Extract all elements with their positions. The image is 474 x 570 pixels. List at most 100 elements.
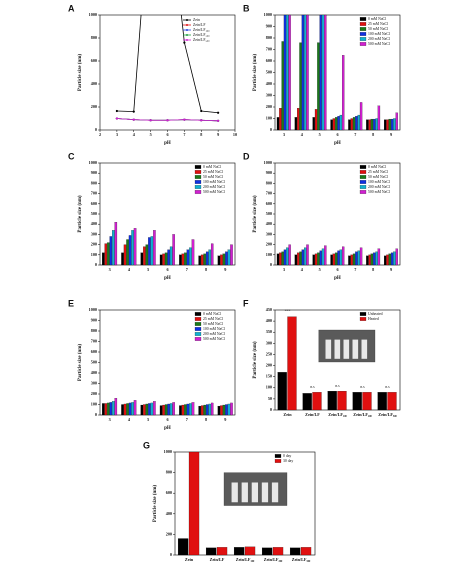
- bar: [191, 239, 195, 266]
- y-tick-label: 600: [266, 58, 272, 63]
- legend-label: 25 mM NaCl: [203, 317, 223, 321]
- bar: [288, 244, 291, 266]
- bar: [181, 253, 185, 266]
- bar: [150, 402, 154, 416]
- legend-swatch: [194, 170, 202, 174]
- panel-letter: B: [243, 3, 250, 13]
- legend-label: 50 mM NaCl: [368, 27, 388, 31]
- bar: [220, 254, 223, 266]
- x-tick-label: Zein/LF₁₀₀: [328, 412, 347, 417]
- bar: [337, 116, 340, 131]
- point: [166, 119, 169, 122]
- bar: [203, 404, 206, 416]
- x-tick-label: 6: [336, 267, 338, 272]
- legend-swatch: [359, 190, 367, 194]
- y-tick-label: 50: [268, 396, 272, 401]
- y-tick-label: 700: [266, 191, 272, 196]
- y-tick-label: 900: [266, 170, 272, 175]
- bar: [205, 251, 209, 266]
- y-tick-label: 350: [266, 329, 272, 334]
- bar: [359, 102, 363, 131]
- bar: [179, 254, 182, 266]
- bar: [279, 108, 282, 131]
- x-tick-label: Zein/LF₂₀₀: [353, 412, 372, 417]
- bar: [208, 403, 211, 416]
- legend-swatch: [194, 180, 202, 184]
- legend-label: 100 mM NaCl: [203, 327, 225, 331]
- bar: [289, 547, 301, 556]
- x-tick-label: 6: [166, 132, 168, 137]
- bar: [220, 405, 223, 416]
- y-tick-label: 700: [266, 46, 272, 51]
- bar: [350, 254, 353, 266]
- bar: [210, 243, 214, 266]
- x-tick-label: 6: [166, 417, 168, 422]
- bar: [279, 252, 282, 266]
- bar: [352, 392, 362, 411]
- bar: [373, 252, 376, 266]
- point: [217, 119, 220, 122]
- bar: [172, 402, 175, 416]
- bar: [148, 403, 151, 416]
- vial: [231, 482, 238, 503]
- x-tick-label: Zein/LF: [210, 557, 225, 562]
- bar: [286, 247, 289, 266]
- bar: [287, 316, 297, 411]
- legend-label: 100 mM NaCl: [368, 180, 390, 184]
- y-tick-label: 900: [91, 317, 97, 322]
- x-tick-label: 8: [200, 132, 202, 137]
- bar: [227, 403, 231, 416]
- bar: [283, 249, 287, 266]
- x-axis-label: pH: [334, 141, 341, 146]
- bar: [164, 404, 168, 416]
- bar: [335, 117, 338, 131]
- vial: [334, 339, 341, 359]
- bar: [301, 249, 305, 266]
- y-tick-label: 0: [270, 262, 272, 267]
- y-tick-label: 300: [266, 231, 272, 236]
- bar: [297, 252, 300, 266]
- bar: [167, 403, 170, 416]
- point: [132, 110, 135, 113]
- bar: [304, 14, 307, 131]
- legend-swatch: [274, 459, 282, 463]
- legend-label: Zein: [193, 18, 200, 22]
- bar: [225, 404, 228, 416]
- bar: [368, 119, 371, 131]
- panel: E 0 100 200 300 400 500 600 700 800 900 1000 Particl…: [68, 298, 236, 431]
- legend-label: 500 mM NaCl: [203, 337, 225, 341]
- annotation: n.s: [360, 385, 365, 389]
- y-tick-label: 600: [91, 58, 97, 63]
- legend-swatch: [359, 175, 367, 179]
- bar: [131, 230, 134, 266]
- y-tick-label: 800: [91, 35, 97, 40]
- y-tick-label: 300: [91, 380, 97, 385]
- y-tick-label: 200: [266, 242, 272, 247]
- x-tick-label: Zein/LF₅₀₀: [292, 557, 311, 562]
- bar: [286, 14, 289, 131]
- y-tick-label: 200: [91, 242, 97, 247]
- x-tick-label: 2: [99, 132, 101, 137]
- panel: G 0 200 400 600 800 1000 Particle size (nm) Zein…: [143, 440, 316, 562]
- bar: [181, 404, 185, 416]
- bar: [395, 248, 398, 266]
- x-tick-label: 5: [150, 132, 152, 137]
- bar: [153, 230, 156, 266]
- bar: [355, 251, 358, 266]
- bar: [366, 119, 369, 131]
- bar: [169, 246, 173, 266]
- bar: [104, 403, 108, 416]
- legend-swatch: [359, 22, 367, 26]
- bar: [217, 405, 221, 416]
- point: [115, 109, 118, 113]
- bar: [384, 119, 387, 131]
- bar: [128, 235, 132, 266]
- bar: [317, 252, 320, 266]
- y-tick-label: 400: [266, 318, 272, 323]
- bar: [342, 55, 345, 131]
- x-tick-label: Zein/LF₂₀₀: [264, 557, 283, 562]
- bar: [335, 252, 338, 266]
- bar: [317, 42, 320, 131]
- bar: [330, 119, 333, 131]
- legend-label: 0 mM NaCl: [368, 165, 386, 169]
